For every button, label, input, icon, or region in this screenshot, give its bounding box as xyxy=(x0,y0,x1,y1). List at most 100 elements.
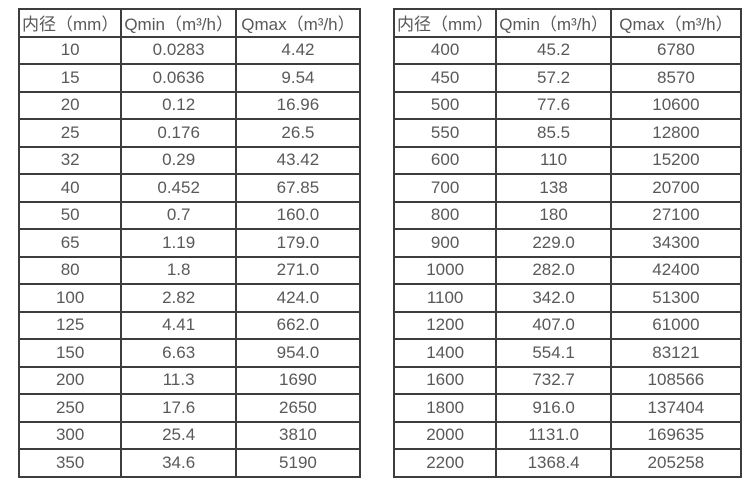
table-cell: 229.0 xyxy=(495,228,612,258)
table-cell: 150 xyxy=(17,338,123,368)
table-cell: 10600 xyxy=(609,90,742,120)
table-row: 50 0.7 160.0 xyxy=(17,200,361,230)
table-row: 32 0.29 43.42 xyxy=(17,145,361,175)
table-cell: 200 xyxy=(17,365,123,395)
table-cell: 108566 xyxy=(609,365,742,395)
table-cell: 5190 xyxy=(234,448,361,478)
table-cell: 61000 xyxy=(609,310,742,340)
table-cell: 500 xyxy=(392,90,498,120)
table-cell: 26.5 xyxy=(234,118,361,148)
table-cell: 271.0 xyxy=(234,255,361,285)
table-cell: 1100 xyxy=(392,283,498,313)
table-cell: 205258 xyxy=(609,448,742,478)
table-cell: 1690 xyxy=(234,365,361,395)
table-cell: 800 xyxy=(392,200,498,230)
table-cell: 4.41 xyxy=(120,310,237,340)
table-row: 200 11.3 1690 xyxy=(17,365,361,395)
table-row: 1600 732.7 108566 xyxy=(392,365,742,395)
table-cell: 83121 xyxy=(609,338,742,368)
header-cell: Qmax（m³/h） xyxy=(234,8,361,38)
table-cell: 32 xyxy=(17,145,123,175)
table-cell: 125 xyxy=(17,310,123,340)
table-cell: 0.0283 xyxy=(120,35,237,65)
table-cell: 6.63 xyxy=(120,338,237,368)
table-row: 550 85.5 12800 xyxy=(392,118,742,148)
table-cell: 57.2 xyxy=(495,63,612,93)
table-cell: 1200 xyxy=(392,310,498,340)
table-row: 350 34.6 5190 xyxy=(17,448,361,478)
table-cell: 34300 xyxy=(609,228,742,258)
table-cell: 424.0 xyxy=(234,283,361,313)
table-row: 100 2.82 424.0 xyxy=(17,283,361,313)
table-row: 20 0.12 16.96 xyxy=(17,90,361,120)
table-row: 40 0.452 67.85 xyxy=(17,173,361,203)
table-cell: 550 xyxy=(392,118,498,148)
table-cell: 0.12 xyxy=(120,90,237,120)
table-cell: 42400 xyxy=(609,255,742,285)
table-cell: 1000 xyxy=(392,255,498,285)
table-cell: 916.0 xyxy=(495,393,612,423)
table-cell: 169635 xyxy=(609,420,742,450)
table-cell: 0.29 xyxy=(120,145,237,175)
table-cell: 67.85 xyxy=(234,173,361,203)
table-cell: 160.0 xyxy=(234,200,361,230)
table-cell: 450 xyxy=(392,63,498,93)
table-row: 400 45.2 6780 xyxy=(392,35,742,65)
table-cell: 282.0 xyxy=(495,255,612,285)
header-row: 内径（mm） Qmin（m³/h） Qmax（m³/h） xyxy=(392,8,742,38)
table-row: 150 6.63 954.0 xyxy=(17,338,361,368)
header-cell: 内径（mm） xyxy=(392,8,498,38)
table-cell: 43.42 xyxy=(234,145,361,175)
header-cell: Qmax（m³/h） xyxy=(609,8,742,38)
table-cell: 700 xyxy=(392,173,498,203)
table-cell: 27100 xyxy=(609,200,742,230)
table-cell: 1800 xyxy=(392,393,498,423)
table-cell: 300 xyxy=(17,420,123,450)
table-row: 1400 554.1 83121 xyxy=(392,338,742,368)
table-cell: 0.7 xyxy=(120,200,237,230)
table-row: 900 229.0 34300 xyxy=(392,228,742,258)
table-row: 15 0.0636 9.54 xyxy=(17,63,361,93)
table-cell: 10 xyxy=(17,35,123,65)
table-row: 10 0.0283 4.42 xyxy=(17,35,361,65)
table-row: 500 77.6 10600 xyxy=(392,90,742,120)
table-cell: 0.176 xyxy=(120,118,237,148)
table-cell: 180 xyxy=(495,200,612,230)
flow-spec-table-small-diameters: 内径（mm） Qmin（m³/h） Qmax（m³/h） 10 0.0283 4.42 15… xyxy=(17,8,361,478)
table-cell: 250 xyxy=(17,393,123,423)
table-cell: 137404 xyxy=(609,393,742,423)
table-cell: 80 xyxy=(17,255,123,285)
table-cell: 732.7 xyxy=(495,365,612,395)
table-cell: 179.0 xyxy=(234,228,361,258)
table-cell: 100 xyxy=(17,283,123,313)
table-cell: 600 xyxy=(392,145,498,175)
header-cell: Qmin（m³/h） xyxy=(495,8,612,38)
table-cell: 0.0636 xyxy=(120,63,237,93)
table-cell: 407.0 xyxy=(495,310,612,340)
table-cell: 6780 xyxy=(609,35,742,65)
table-cell: 954.0 xyxy=(234,338,361,368)
table-cell: 1.19 xyxy=(120,228,237,258)
table-cell: 40 xyxy=(17,173,123,203)
table-cell: 2.82 xyxy=(120,283,237,313)
table-cell: 65 xyxy=(17,228,123,258)
table-row: 450 57.2 8570 xyxy=(392,63,742,93)
flow-spec-table-large-diameters: 内径（mm） Qmin（m³/h） Qmax（m³/h） 400 45.2 6780 450… xyxy=(392,8,742,478)
table-cell: 17.6 xyxy=(120,393,237,423)
table-row: 250 17.6 2650 xyxy=(17,393,361,423)
table-cell: 350 xyxy=(17,448,123,478)
table-cell: 554.1 xyxy=(495,338,612,368)
table-row: 25 0.176 26.5 xyxy=(17,118,361,148)
table-cell: 900 xyxy=(392,228,498,258)
table-row: 2000 1131.0 169635 xyxy=(392,420,742,450)
table-cell: 9.54 xyxy=(234,63,361,93)
table-cell: 15200 xyxy=(609,145,742,175)
table-cell: 4.42 xyxy=(234,35,361,65)
table-row: 2200 1368.4 205258 xyxy=(392,448,742,478)
table-row: 1800 916.0 137404 xyxy=(392,393,742,423)
table-row: 700 138 20700 xyxy=(392,173,742,203)
table-row: 1000 282.0 42400 xyxy=(392,255,742,285)
table-cell: 12800 xyxy=(609,118,742,148)
table-cell: 1368.4 xyxy=(495,448,612,478)
